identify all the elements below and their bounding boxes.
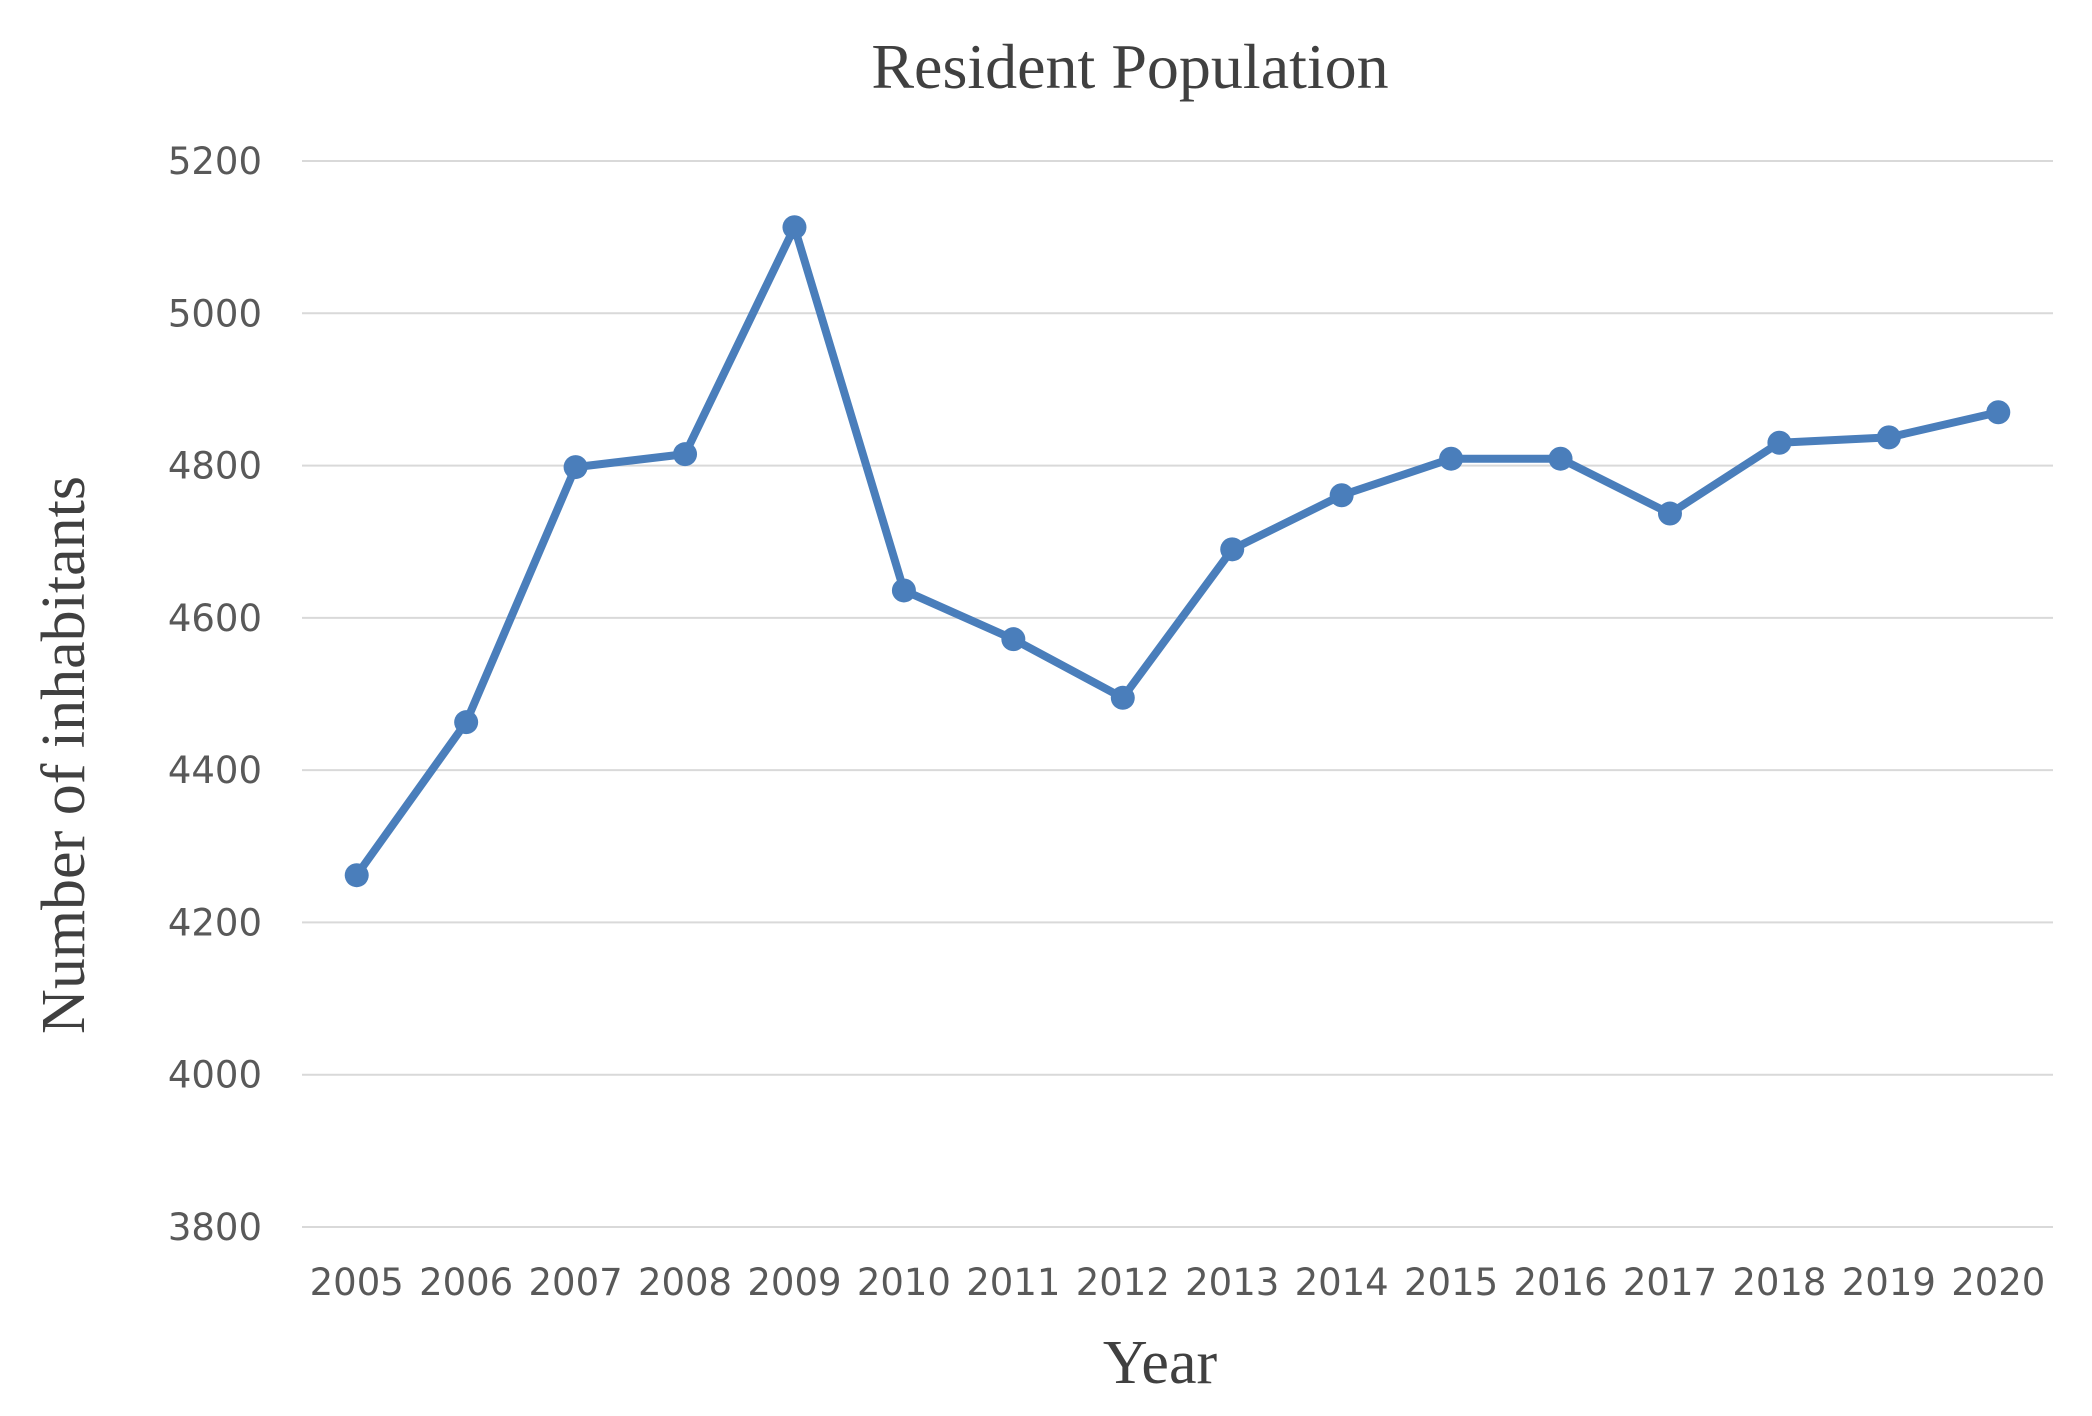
data-point-2009 <box>782 215 807 240</box>
y-tick-label-4000: 4000 <box>168 1054 262 1097</box>
y-tick-label-5200: 5200 <box>168 140 262 183</box>
data-point-2015 <box>1439 446 1464 471</box>
x-tick-label-2014: 2014 <box>1295 1261 1389 1304</box>
x-tick-label-2020: 2020 <box>1951 1261 2045 1304</box>
y-tick-label-4200: 4200 <box>168 901 262 944</box>
data-point-2006 <box>454 710 479 735</box>
x-tick-label-2013: 2013 <box>1185 1261 1279 1304</box>
x-tick-label-2006: 2006 <box>419 1261 513 1304</box>
x-tick-label-2016: 2016 <box>1513 1261 1607 1304</box>
chart-title: Resident Population <box>871 31 1388 102</box>
data-point-2014 <box>1329 483 1354 508</box>
y-axis-title: Number of inhabitants <box>30 476 98 1034</box>
x-tick-label-2008: 2008 <box>638 1261 732 1304</box>
x-tick-label-2007: 2007 <box>529 1261 623 1304</box>
data-point-2005 <box>344 863 369 888</box>
x-axis-title: Year <box>1103 1329 1218 1397</box>
data-point-2013 <box>1220 537 1245 562</box>
x-tick-label-2010: 2010 <box>857 1261 951 1304</box>
data-point-2010 <box>891 578 916 603</box>
y-tick-label-4400: 4400 <box>168 749 262 792</box>
data-point-2007 <box>563 455 588 480</box>
y-axis-tick-labels: 3800 4000 4200 4400 4600 4800 5000 5200 <box>168 140 262 1249</box>
data-point-2017 <box>1657 501 1682 526</box>
x-tick-label-2005: 2005 <box>310 1261 404 1304</box>
x-tick-label-2019: 2019 <box>1842 1261 1936 1304</box>
x-tick-label-2012: 2012 <box>1076 1261 1170 1304</box>
y-tick-label-4800: 4800 <box>168 445 262 488</box>
data-point-2011 <box>1001 627 1026 652</box>
x-tick-label-2009: 2009 <box>747 1261 841 1304</box>
gridlines <box>302 160 2053 1228</box>
x-tick-label-2015: 2015 <box>1404 1261 1498 1304</box>
data-point-2008 <box>673 442 698 467</box>
x-tick-label-2018: 2018 <box>1732 1261 1826 1304</box>
data-point-2012 <box>1110 685 1135 710</box>
x-axis-tick-labels: 2005 2006 2007 2008 2009 2010 2011 2012 2013 2014… <box>310 1261 2046 1304</box>
y-tick-label-4600: 4600 <box>168 597 262 640</box>
data-point-2018 <box>1767 430 1792 455</box>
y-tick-label-5000: 5000 <box>168 292 262 335</box>
x-tick-label-2011: 2011 <box>966 1261 1060 1304</box>
y-tick-label-3800: 3800 <box>168 1206 262 1249</box>
series-layer <box>344 215 2011 888</box>
series-line-0 <box>352 223 2003 880</box>
data-point-2019 <box>1876 425 1901 450</box>
data-point-2020 <box>1986 400 2011 425</box>
x-tick-label-2017: 2017 <box>1623 1261 1717 1304</box>
data-point-2016 <box>1548 446 1573 471</box>
